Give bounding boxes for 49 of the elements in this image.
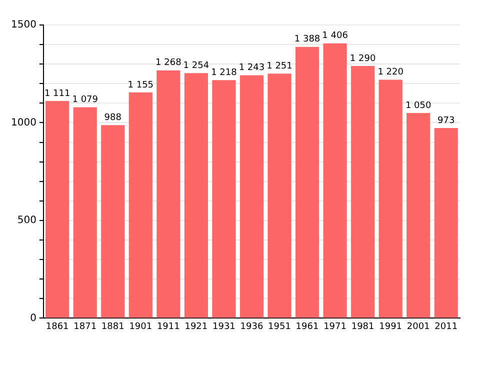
data-label: 1 254 [183, 60, 210, 71]
data-label: 1 243 [238, 63, 265, 74]
bar [212, 80, 236, 318]
x-tick-label: 1861 [46, 322, 69, 332]
bar [184, 73, 208, 318]
data-label: 1 218 [211, 68, 238, 78]
x-tick-label: 1961 [296, 322, 319, 332]
x-tick-label: 1911 [156, 322, 180, 332]
data-label: 1 406 [322, 31, 348, 42]
bar [378, 80, 402, 318]
data-label: 1 050 [405, 100, 432, 111]
x-tick-label: 1881 [101, 322, 124, 332]
x-tick-label: 1921 [184, 322, 208, 332]
data-label: 1 079 [72, 95, 98, 106]
data-label: 973 [438, 116, 455, 126]
bar [268, 74, 292, 318]
bar [406, 112, 430, 318]
data-label: 1 251 [266, 62, 292, 72]
x-tick-label: 1901 [129, 322, 152, 332]
y-tick-label: 1500 [10, 20, 36, 31]
x-tick-label: 2001 [406, 322, 430, 332]
data-label: 1 220 [378, 68, 404, 78]
x-tick-label: 1931 [212, 322, 236, 332]
data-label: 1 388 [294, 34, 320, 45]
bar [101, 125, 125, 318]
x-tick-label: 1951 [268, 322, 291, 332]
data-label: 1 268 [156, 58, 182, 68]
x-tick-label: 1991 [379, 322, 402, 332]
x-tick-label: 2011 [434, 322, 458, 332]
x-tick-label: 1981 [351, 322, 374, 332]
x-tick-label: 1871 [74, 322, 97, 332]
x-tick-label: 1936 [240, 322, 264, 332]
bar [73, 107, 97, 318]
bar [128, 92, 152, 318]
data-label: 1 290 [350, 54, 376, 64]
bar [240, 75, 264, 318]
bar [434, 128, 458, 318]
data-label: 1 111 [44, 88, 70, 99]
bar [351, 66, 375, 318]
y-tick-label: 500 [17, 215, 36, 226]
bar [295, 46, 320, 318]
x-tick-label: 1971 [324, 322, 346, 332]
bar [156, 70, 180, 318]
data-label: 988 [104, 112, 122, 123]
y-tick-label: 1000 [10, 117, 36, 128]
y-tick-label: 0 [30, 312, 36, 324]
data-label: 1 155 [128, 80, 154, 90]
bar [323, 43, 347, 318]
bar [46, 101, 70, 318]
